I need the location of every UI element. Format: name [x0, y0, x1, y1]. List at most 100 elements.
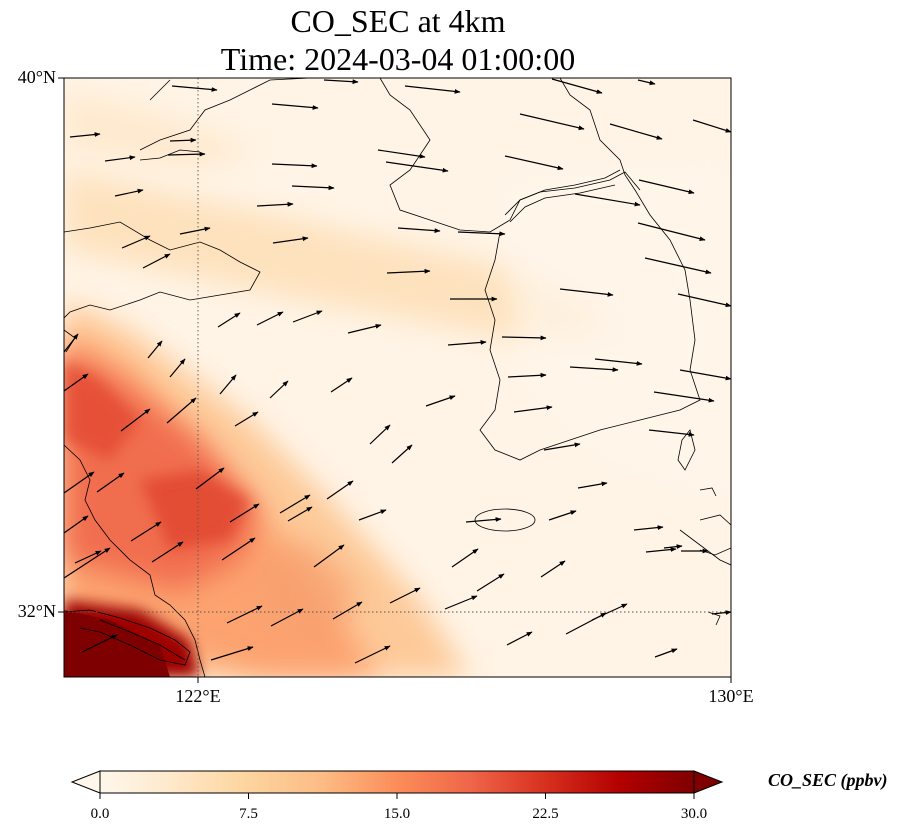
- wind-arrow: [151, 541, 184, 563]
- wind-arrow: [63, 471, 95, 494]
- wind-arrow: [457, 231, 506, 237]
- wind-arrow: [81, 634, 118, 653]
- colorbar-min-extend: [70, 770, 101, 794]
- wind-arrow: [711, 610, 732, 615]
- wind-arrow: [645, 547, 677, 553]
- wind-arrow: [347, 323, 382, 334]
- wind-arrow: [653, 391, 715, 403]
- wind-arrow: [663, 544, 683, 549]
- wind-arrow: [638, 179, 695, 195]
- wind-arrow: [633, 525, 664, 531]
- wind-arrow: [271, 163, 318, 169]
- wind-arrow: [169, 358, 186, 378]
- wind-arrow: [451, 548, 479, 568]
- wind-arrow: [519, 113, 585, 131]
- wind-arrow: [166, 397, 197, 424]
- colorbar-tick-3: 22.5: [532, 806, 559, 822]
- wind-vectors: [63, 78, 732, 664]
- wind-arrow: [147, 340, 163, 359]
- wind-arrow: [559, 288, 614, 297]
- wind-arrow: [354, 645, 391, 664]
- wind-arrow: [195, 467, 225, 490]
- colorbar: [70, 770, 724, 799]
- wind-arrow: [272, 236, 309, 244]
- wind-arrow: [594, 358, 643, 366]
- gridlines: [64, 78, 731, 677]
- wind-arrow: [142, 253, 171, 269]
- wind-arrow: [358, 509, 387, 521]
- wind-arrow: [169, 137, 197, 143]
- wind-arrow: [591, 603, 628, 621]
- wind-arrow: [226, 605, 263, 624]
- wind-arrow: [291, 185, 335, 191]
- wind-arrow: [279, 494, 311, 514]
- wind-arrow: [637, 222, 706, 241]
- wind-arrow: [679, 369, 732, 381]
- wind-arrow: [425, 395, 456, 407]
- wind-arrow: [444, 595, 478, 610]
- wind-arrow: [120, 408, 151, 432]
- wind-arrow: [179, 226, 211, 235]
- wind-arrow: [63, 333, 79, 353]
- wind-arrow: [287, 506, 313, 522]
- colorbar-tick-0: 0.0: [90, 806, 110, 822]
- wind-arrow: [391, 444, 413, 464]
- map-title-line2: Time: 2024-03-04 01:00:00: [220, 41, 576, 77]
- wind-arrow: [269, 380, 289, 399]
- lon-label-130e: 130°E: [708, 686, 754, 706]
- wind-arrow: [330, 377, 353, 393]
- wind-arrow: [386, 268, 431, 274]
- wind-arrow: [332, 601, 363, 620]
- wind-arrow: [551, 78, 603, 94]
- wind-arrow: [114, 188, 144, 197]
- wind-arrow: [229, 503, 260, 523]
- wind-arrow: [397, 227, 441, 234]
- wind-arrow: [540, 560, 566, 578]
- wind-arrow: [63, 547, 111, 579]
- wind-arrow: [644, 257, 712, 275]
- wind-arrow: [574, 193, 641, 207]
- colorbar-tick-4: 30.0: [680, 806, 708, 822]
- wind-arrow: [63, 515, 89, 534]
- wind-arrow: [256, 311, 284, 326]
- wind-arrow: [256, 201, 294, 207]
- wind-arrow: [501, 335, 547, 341]
- axis-ticks: [58, 77, 732, 683]
- concentration-field: [64, 78, 731, 677]
- wind-arrow: [377, 149, 426, 159]
- wind-arrow: [96, 472, 125, 493]
- wind-arrow: [313, 544, 345, 568]
- wind-arrow: [692, 119, 732, 133]
- wind-arrow: [476, 573, 505, 592]
- wind-arrow: [121, 235, 151, 249]
- wind-arrow: [609, 123, 663, 140]
- wind-arrow: [217, 312, 241, 328]
- lat-label-40n: 40°N: [17, 67, 56, 87]
- wind-arrow: [506, 631, 533, 646]
- map-frame: [63, 77, 732, 678]
- wind-arrow: [69, 132, 101, 138]
- wind-arrow: [677, 293, 732, 308]
- wind-arrow: [270, 608, 304, 627]
- wind-arrow: [447, 340, 487, 346]
- colorbar-label: CO_SEC (ppbv): [768, 770, 888, 790]
- wind-arrow: [389, 587, 421, 604]
- wind-arrow: [167, 151, 206, 157]
- wind-arrow: [369, 424, 391, 445]
- wind-arrow: [404, 85, 461, 94]
- wind-arrow: [637, 79, 656, 86]
- wind-arrow: [210, 646, 254, 661]
- wind-arrow: [577, 481, 608, 489]
- wind-arrow: [548, 510, 577, 521]
- wind-arrow: [654, 648, 678, 658]
- wind-arrow: [504, 155, 564, 171]
- wind-arrow: [74, 550, 102, 564]
- lat-label-32n: 32°N: [17, 601, 56, 621]
- wind-arrow: [171, 85, 218, 92]
- wind-arrow: [221, 537, 256, 561]
- lon-label-122e: 122°E: [175, 686, 221, 706]
- wind-arrow: [63, 373, 89, 392]
- wind-arrow: [648, 429, 695, 437]
- wind-arrow: [130, 521, 162, 542]
